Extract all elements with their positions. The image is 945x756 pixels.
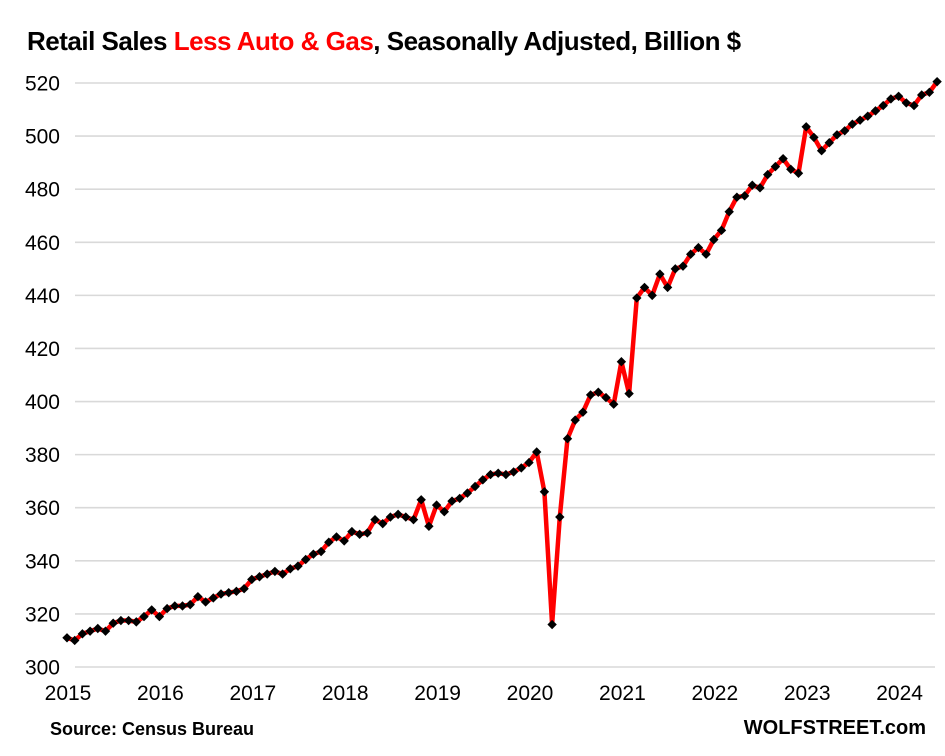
title-suffix: , Seasonally Adjusted, Billion $ — [373, 26, 741, 56]
svg-text:2024: 2024 — [876, 682, 923, 705]
site-watermark: WOLFSTREET.com — [743, 717, 926, 739]
svg-text:460: 460 — [25, 232, 60, 255]
svg-text:500: 500 — [25, 126, 60, 149]
svg-text:2023: 2023 — [784, 682, 831, 705]
page-title: Retail Sales Less Auto & Gas, Seasonally… — [27, 26, 741, 57]
svg-text:400: 400 — [25, 391, 60, 414]
data-point-markers — [62, 76, 942, 646]
svg-text:2020: 2020 — [507, 682, 554, 705]
svg-text:340: 340 — [25, 550, 60, 573]
svg-text:420: 420 — [25, 338, 60, 361]
source-note: Source: Census Bureau — [50, 719, 255, 739]
svg-text:2021: 2021 — [599, 682, 646, 705]
svg-text:2022: 2022 — [691, 682, 738, 705]
data-line — [64, 79, 940, 643]
svg-text:300: 300 — [25, 657, 60, 680]
x-axis-tick-labels: 2015 2016 2017 2018 2019 2020 2021 2022 2023 2024 — [45, 682, 924, 705]
svg-text:480: 480 — [25, 179, 60, 202]
svg-text:320: 320 — [25, 603, 60, 626]
title-prefix: Retail Sales — [27, 26, 174, 56]
y-axis-tick-labels: 300 320 340 360 380 400 420 440 460 480 500 520 — [25, 73, 60, 680]
svg-text:440: 440 — [25, 285, 60, 308]
svg-text:2015: 2015 — [45, 682, 92, 705]
gridlines — [75, 82, 935, 668]
title-highlight: Less Auto & Gas — [173, 26, 374, 56]
svg-text:360: 360 — [25, 497, 60, 520]
svg-text:380: 380 — [25, 444, 60, 467]
svg-text:520: 520 — [25, 73, 60, 96]
svg-text:2019: 2019 — [414, 682, 461, 705]
svg-text:2018: 2018 — [322, 682, 369, 705]
svg-text:2016: 2016 — [137, 682, 184, 705]
svg-text:2017: 2017 — [229, 682, 276, 705]
